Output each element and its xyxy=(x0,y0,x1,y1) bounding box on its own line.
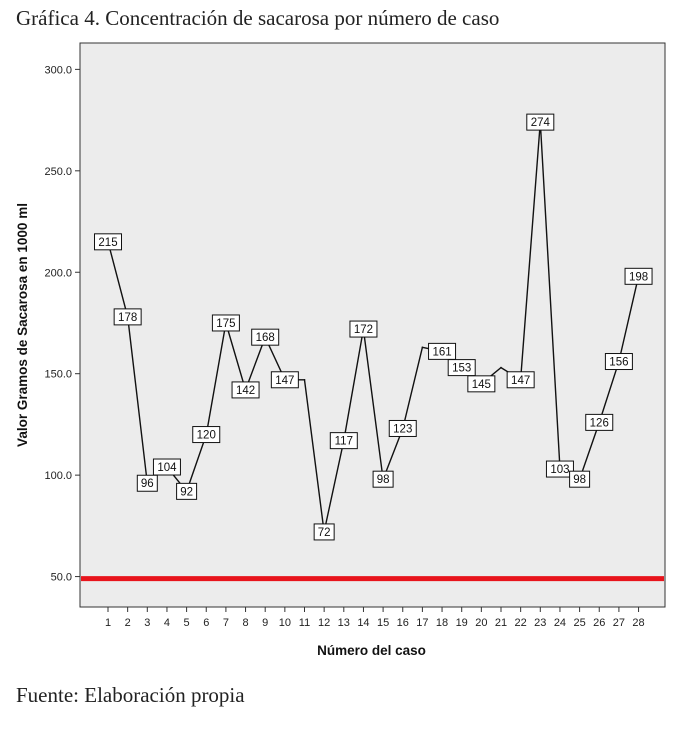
figure-caption-title: Gráfica 4. Concentración de sacarosa por… xyxy=(16,6,500,30)
data-label-box xyxy=(545,460,574,478)
x-tick-label: 1 xyxy=(105,617,111,629)
y-tick-label: 150.0 xyxy=(44,369,72,381)
x-tick-label: 23 xyxy=(534,617,546,629)
data-label: 161 xyxy=(432,346,451,358)
data-label: 120 xyxy=(197,430,216,442)
data-label-box xyxy=(506,371,535,389)
data-label: 142 xyxy=(236,385,255,397)
data-label-box xyxy=(388,419,417,437)
data-label-box xyxy=(526,113,555,131)
y-axis-title: Valor Gramos de Sacarosa en 1000 ml xyxy=(15,203,30,447)
data-label: 145 xyxy=(472,379,491,391)
x-tick-label: 12 xyxy=(318,617,330,629)
data-label: 72 xyxy=(318,527,331,539)
data-label: 175 xyxy=(216,318,235,330)
data-label-box xyxy=(372,470,394,488)
x-tick-label: 26 xyxy=(593,617,605,629)
x-tick-label: 13 xyxy=(338,617,350,629)
x-tick-label: 2 xyxy=(125,617,131,629)
x-tick-label: 8 xyxy=(242,617,248,629)
x-tick-label: 9 xyxy=(262,617,268,629)
data-label-box xyxy=(624,267,653,285)
x-tick-label: 27 xyxy=(613,617,625,629)
data-label-box xyxy=(585,413,614,431)
x-tick-label: 21 xyxy=(495,617,507,629)
data-label: 126 xyxy=(590,417,609,429)
x-tick-label: 18 xyxy=(436,617,448,629)
y-tick-label: 50.0 xyxy=(51,572,72,584)
x-tick-label: 25 xyxy=(573,617,585,629)
data-label: 98 xyxy=(377,474,390,486)
x-tick-label: 28 xyxy=(632,617,644,629)
data-label: 147 xyxy=(511,375,530,387)
data-label: 168 xyxy=(256,332,275,344)
data-label: 172 xyxy=(354,324,373,336)
data-label: 103 xyxy=(550,464,569,476)
y-tick-label: 300.0 xyxy=(44,64,72,76)
figure-source: Fuente: Elaboración propia xyxy=(16,683,245,707)
x-tick-label: 15 xyxy=(377,617,389,629)
x-axis: 1 2 3 4 5 6 7 8 9 10 11 12 13 14 15 16 17 18 19 20 21 22 23 24 2… xyxy=(105,607,645,629)
data-label: 147 xyxy=(275,375,294,387)
y-tick-label: 200.0 xyxy=(44,267,72,279)
x-tick-label: 14 xyxy=(357,617,369,629)
data-label-box xyxy=(467,375,496,393)
data-label: 215 xyxy=(98,237,117,249)
data-label: 92 xyxy=(180,486,193,498)
data-label: 198 xyxy=(629,271,648,283)
data-label-box xyxy=(270,371,299,389)
data-label-box xyxy=(192,426,221,444)
x-tick-label: 3 xyxy=(144,617,150,629)
x-tick-label: 22 xyxy=(515,617,527,629)
data-point xyxy=(303,378,306,381)
data-label-box xyxy=(329,432,358,450)
data-label: 274 xyxy=(531,117,551,129)
data-label-box xyxy=(152,458,181,476)
data-point xyxy=(421,346,424,349)
data-label: 156 xyxy=(609,357,628,369)
data-point xyxy=(500,366,502,369)
series-path xyxy=(107,122,640,533)
x-tick-label: 17 xyxy=(416,617,428,629)
y-tick-label: 100.0 xyxy=(44,470,72,482)
data-label-box xyxy=(251,328,280,346)
x-tick-label: 19 xyxy=(456,617,468,629)
data-label: 104 xyxy=(157,462,177,474)
data-label-box xyxy=(176,482,198,500)
y-tick-label: 250.0 xyxy=(44,166,72,178)
data-label-box xyxy=(113,308,142,326)
data-label: 178 xyxy=(118,312,137,324)
data-label-box xyxy=(447,359,476,377)
data-label-box xyxy=(211,314,240,332)
data-label-box xyxy=(349,320,378,338)
data-label: 123 xyxy=(393,423,412,435)
x-tick-label: 11 xyxy=(299,617,310,629)
x-tick-label: 4 xyxy=(164,617,170,629)
data-label-box xyxy=(94,233,122,251)
data-label: 96 xyxy=(141,478,154,490)
data-label-box xyxy=(313,523,335,541)
x-axis-title: Número del caso xyxy=(317,643,426,658)
x-tick-label: 20 xyxy=(475,617,487,629)
x-tick-label: 10 xyxy=(279,617,291,629)
data-label: 98 xyxy=(573,474,586,486)
y-axis: 50.0 100.0 150.0 200.0 250.0 300.0 xyxy=(44,64,80,584)
x-tick-label: 7 xyxy=(223,617,229,629)
x-tick-label: 6 xyxy=(203,617,209,629)
data-label-box xyxy=(604,353,633,371)
data-label-box xyxy=(136,474,158,492)
data-label: 153 xyxy=(452,363,471,375)
data-label: 117 xyxy=(335,436,353,448)
x-tick-label: 24 xyxy=(554,617,566,629)
data-label-box xyxy=(569,470,591,488)
x-tick-label: 5 xyxy=(184,617,190,629)
data-label-box xyxy=(231,381,260,399)
data-label-box xyxy=(428,342,457,360)
x-tick-label: 16 xyxy=(397,617,409,629)
